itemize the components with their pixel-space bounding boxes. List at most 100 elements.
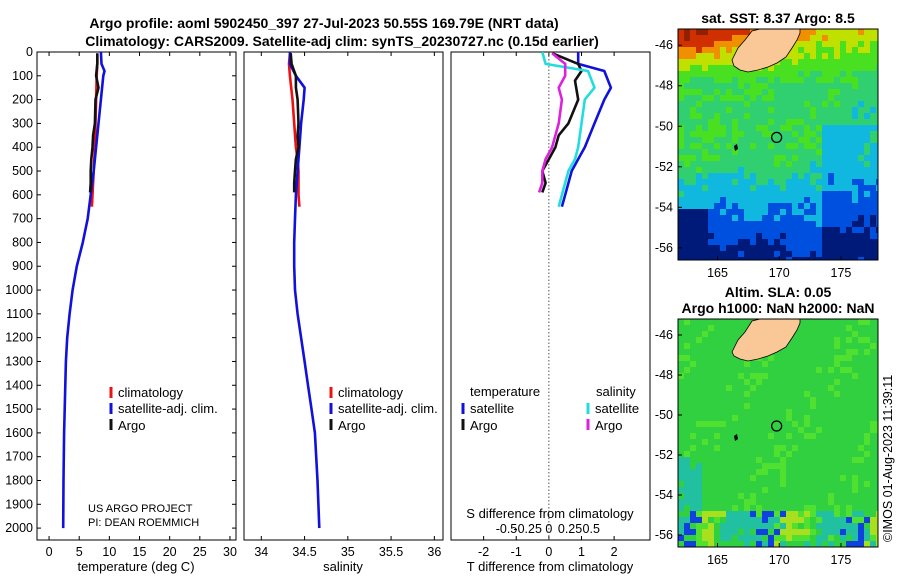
sla-heatmap-cell xyxy=(690,517,697,524)
sla-heatmap-cell xyxy=(774,535,781,542)
sla-heatmap-cell xyxy=(792,451,799,458)
sst-heatmap-cell xyxy=(852,53,859,60)
sst-heatmap-cell xyxy=(834,113,841,120)
sst-heatmap-cell xyxy=(846,167,853,174)
sst-heatmap-cell xyxy=(726,65,733,72)
sst-heatmap-cell xyxy=(834,77,841,84)
sla-heatmap-cell xyxy=(696,529,703,536)
sst-heatmap-cell xyxy=(768,113,775,120)
sst-heatmap-cell xyxy=(696,251,703,258)
sla-heatmap-cell xyxy=(846,325,853,332)
sla-heatmap-cell xyxy=(684,367,691,374)
sst-heatmap-cell xyxy=(816,101,823,108)
sst-heatmap-cell xyxy=(846,47,853,54)
sla-heatmap-cell xyxy=(864,373,871,380)
sst-heatmap-cell xyxy=(828,95,835,102)
sst-heatmap-cell xyxy=(726,239,733,246)
sla-heatmap-cell xyxy=(684,505,691,512)
sst-heatmap-cell xyxy=(696,239,703,246)
sst-heatmap-cell xyxy=(744,227,751,234)
sla-heatmap-cell xyxy=(756,517,763,524)
sla-heatmap-cell xyxy=(702,349,709,356)
sla-heatmap-cell xyxy=(702,337,709,344)
sst-heatmap-cell xyxy=(828,47,835,54)
sla-heatmap-cell xyxy=(720,469,727,476)
sla-heatmap-cell xyxy=(708,463,715,470)
sst-heatmap-cell xyxy=(738,167,745,174)
sst-heatmap-cell xyxy=(822,251,829,258)
sla-heatmap-cell xyxy=(732,469,739,476)
sst-heatmap-cell xyxy=(822,101,829,108)
sla-heatmap-cell xyxy=(756,511,763,518)
sla-heatmap-cell xyxy=(678,469,685,476)
sst-heatmap-cell xyxy=(690,155,697,162)
sst-heatmap-cell xyxy=(876,71,878,78)
sla-heatmap-cell xyxy=(858,385,865,392)
sst-heatmap-cell xyxy=(756,119,763,126)
sla-heatmap-cell xyxy=(858,469,865,476)
sla-heatmap-cell xyxy=(876,337,878,344)
sla-heatmap-cell xyxy=(774,403,781,410)
sla-heatmap-cell xyxy=(744,475,751,482)
sla-heatmap-cell xyxy=(840,409,847,416)
sla-heatmap-cell xyxy=(864,511,871,518)
sst-heatmap-cell xyxy=(786,149,793,156)
sst-heatmap-cell xyxy=(810,239,817,246)
sla-heatmap-cell xyxy=(858,379,865,386)
sst-heatmap-cell xyxy=(720,59,727,66)
sst-heatmap-cell xyxy=(774,191,781,198)
sla-heatmap-cell xyxy=(768,391,775,398)
sst-heatmap-cell xyxy=(816,71,823,78)
sst-heatmap-cell xyxy=(720,107,727,114)
sst-heatmap-cell xyxy=(738,77,745,84)
sst-heatmap-cell xyxy=(816,41,823,48)
sst-heatmap-cell xyxy=(756,203,763,210)
sla-heatmap-cell xyxy=(678,337,685,344)
sst-heatmap-cell xyxy=(684,53,691,60)
sla-heatmap-cell xyxy=(708,325,715,332)
sst-heatmap-cell xyxy=(780,233,787,240)
sla-heatmap-cell xyxy=(876,367,878,374)
sla-heatmap-cell xyxy=(720,505,727,512)
sst-heatmap-cell xyxy=(690,119,697,126)
sla-heatmap-cell xyxy=(708,415,715,422)
sst-heatmap-cell xyxy=(858,257,865,260)
sla-heatmap-cell xyxy=(852,319,859,326)
sla-heatmap-cell xyxy=(828,367,835,374)
sla-heatmap-cell xyxy=(786,361,793,368)
sst-heatmap-cell xyxy=(768,233,775,240)
sst-heatmap-cell xyxy=(840,113,847,120)
sst-heatmap-cell xyxy=(828,119,835,126)
sla-map-panel: Altim. SLA: 0.05 Argo h1000: NaN h2000: … xyxy=(655,284,879,567)
sst-heatmap-cell xyxy=(762,233,769,240)
sst-heatmap-cell xyxy=(708,89,715,96)
sst-heatmap-cell xyxy=(708,251,715,258)
sst-heatmap-cell xyxy=(852,131,859,138)
sst-heatmap-cell xyxy=(786,59,793,66)
sst-heatmap-cell xyxy=(726,149,733,156)
temperature-legend: climatology satellite-adj. clim. Argo xyxy=(109,385,218,433)
sla-heatmap-cell xyxy=(732,325,739,332)
sst-heatmap-cell xyxy=(864,197,871,204)
sla-heatmap-cell xyxy=(738,511,745,518)
latitude-tick-label: -56 xyxy=(655,528,673,542)
sst-heatmap-cell xyxy=(690,83,697,90)
sla-heatmap-cell xyxy=(828,403,835,410)
sla-heatmap-cell xyxy=(738,499,745,506)
sla-heatmap-cell xyxy=(726,391,733,398)
sla-heatmap-cell xyxy=(840,487,847,494)
sla-heatmap-cell xyxy=(750,397,757,404)
sst-heatmap-cell xyxy=(828,251,835,258)
sla-heatmap-cell xyxy=(678,397,685,404)
sla-heatmap-cell xyxy=(708,337,715,344)
sla-heatmap-cell xyxy=(756,361,763,368)
sla-heatmap-cell xyxy=(852,331,859,338)
sst-heatmap-cell xyxy=(798,233,805,240)
sla-heatmap-cell xyxy=(846,439,853,446)
sla-heatmap-cell xyxy=(816,361,823,368)
sla-heatmap-cell xyxy=(846,457,853,464)
sla-heatmap-cell xyxy=(786,487,793,494)
sst-heatmap-cell xyxy=(804,161,811,168)
sst-heatmap-cell xyxy=(816,35,823,42)
sla-heatmap-cell xyxy=(858,529,865,536)
